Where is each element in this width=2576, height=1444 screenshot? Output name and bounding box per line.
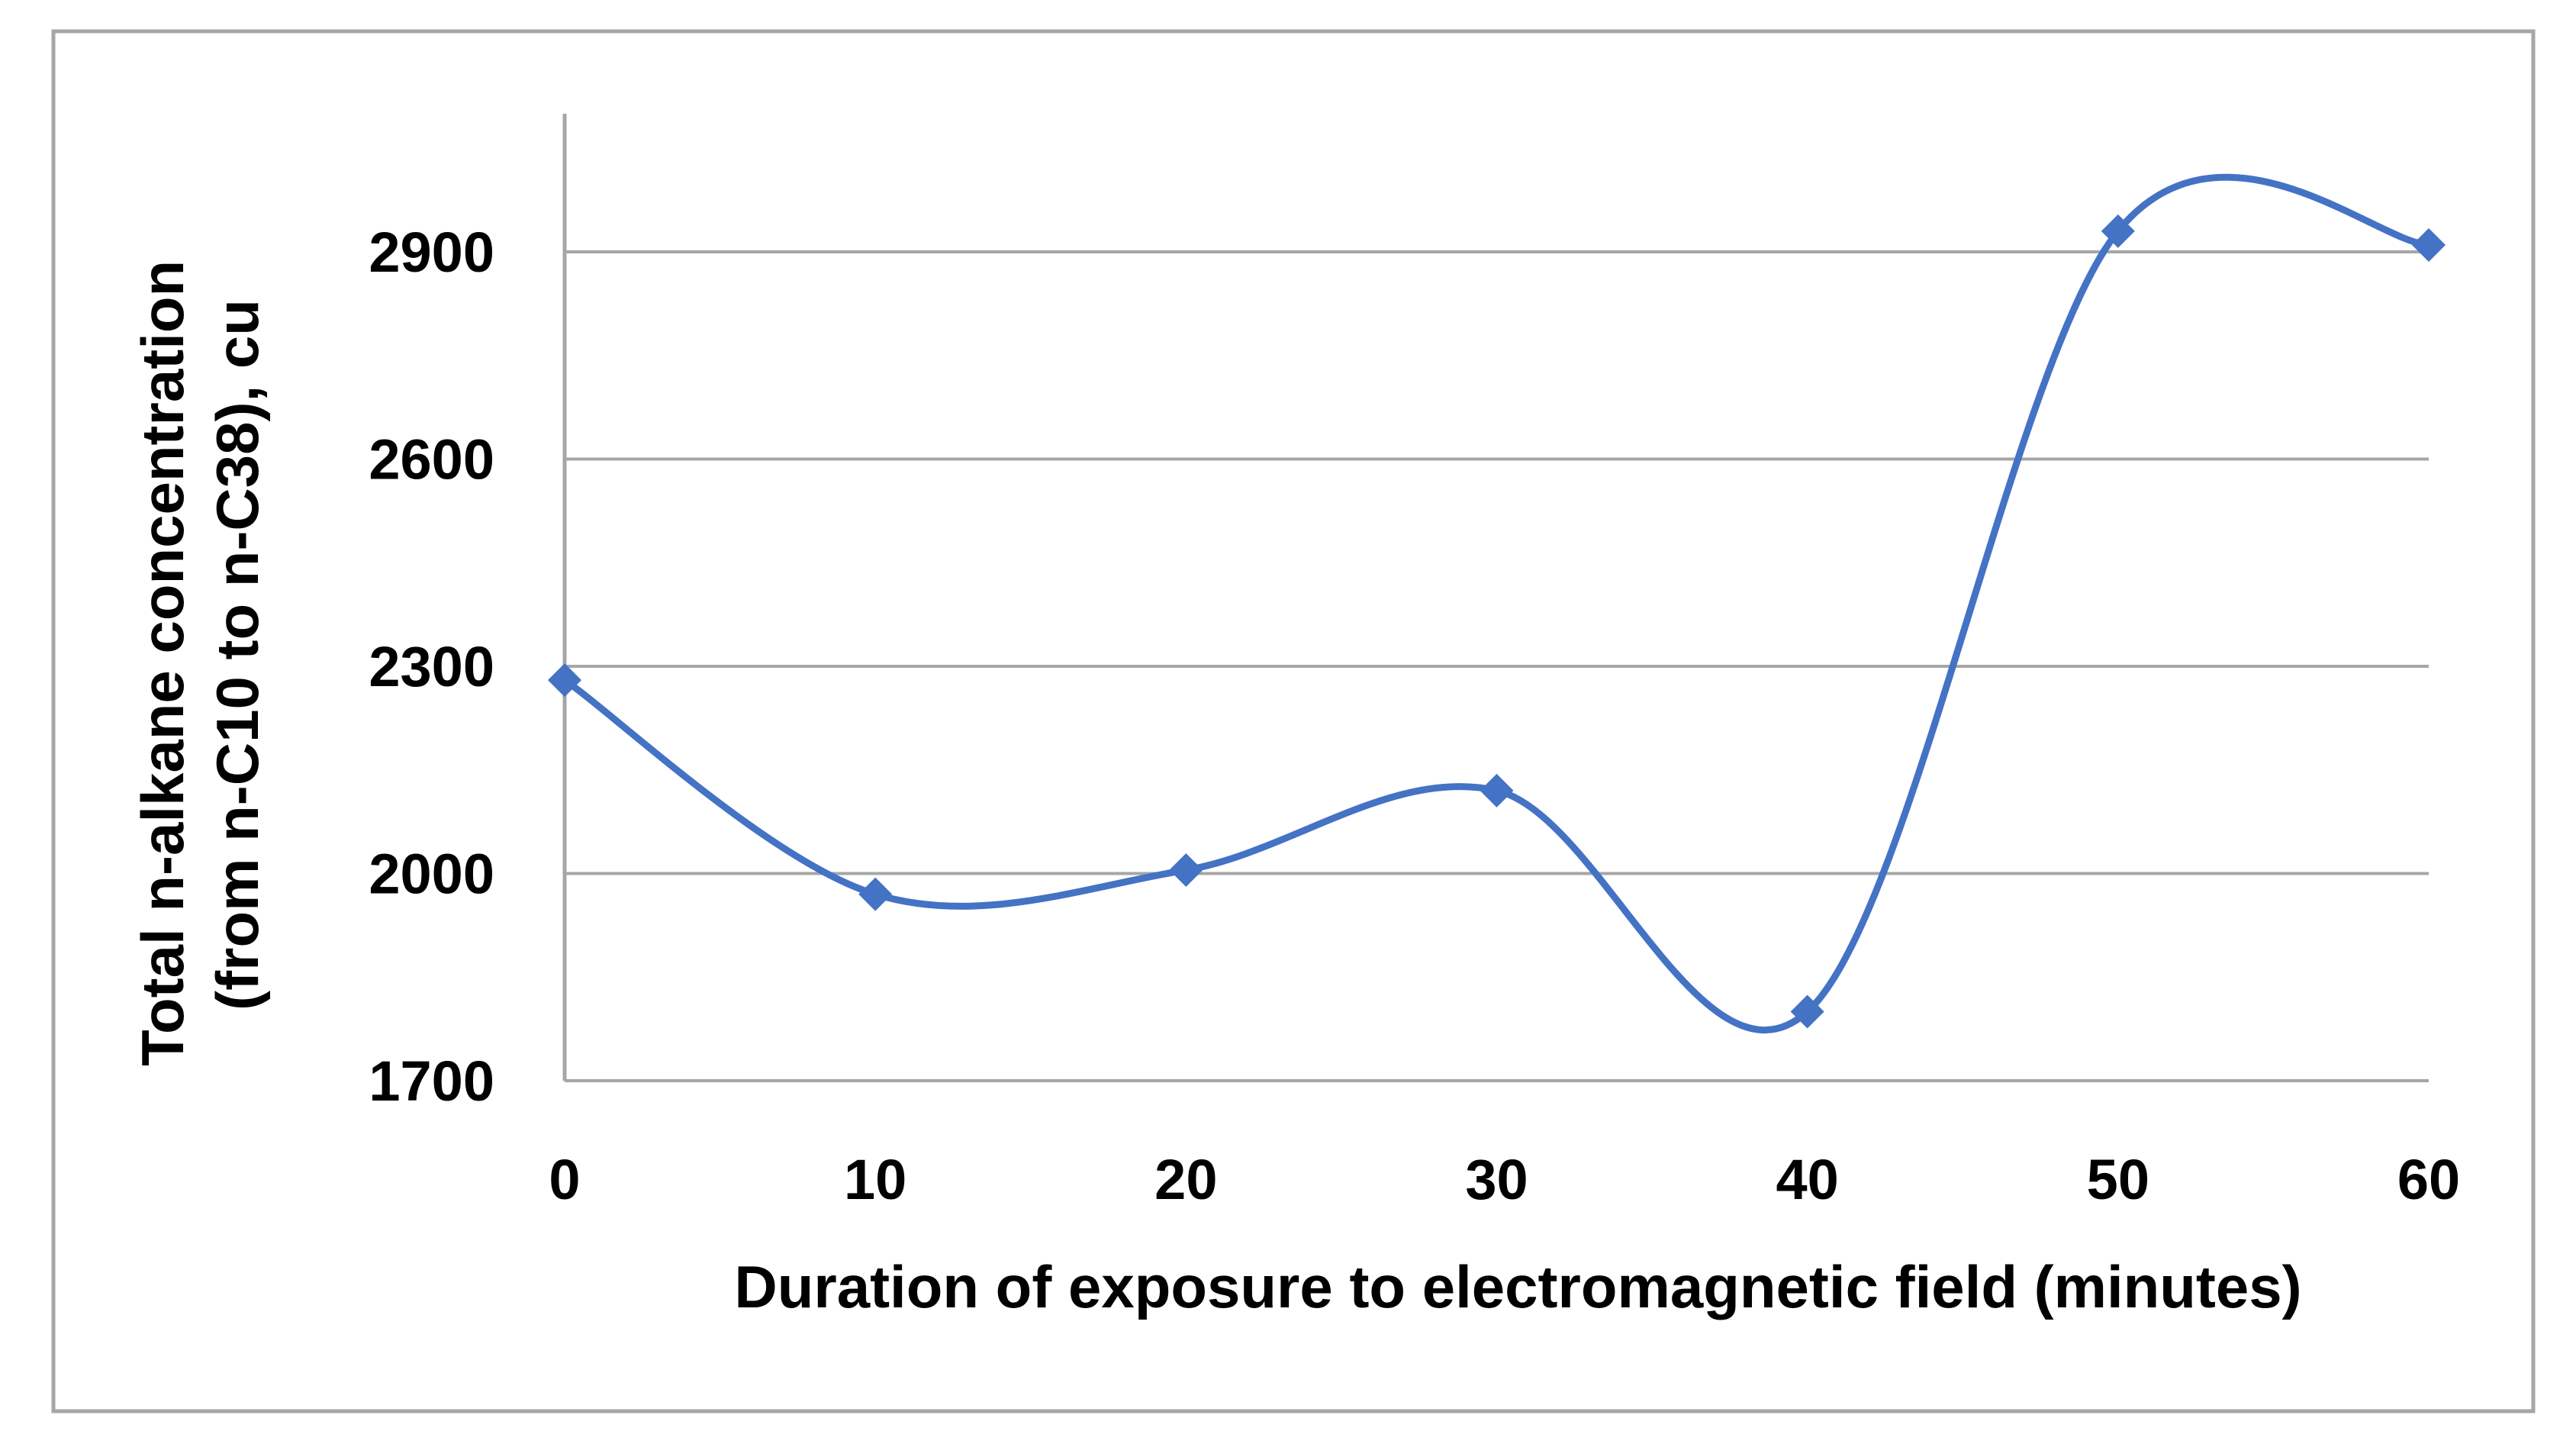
- x-tick-label: 20: [1154, 1148, 1217, 1211]
- y-tick-label: 2900: [369, 221, 494, 284]
- x-tick-label: 10: [844, 1148, 906, 1211]
- series-markers: [548, 214, 2446, 1029]
- y-tick-label: 1700: [369, 1049, 494, 1113]
- data-point-marker: [1790, 994, 1824, 1029]
- y-tick-label: 2600: [369, 428, 494, 492]
- x-tick-labels: 0 10 20 30 40 50 60: [549, 1148, 2460, 1211]
- x-tick-label: 0: [549, 1148, 580, 1211]
- data-point-marker: [1169, 853, 1203, 887]
- y-axis-title-line-1: Total n-alkane concentration: [129, 260, 196, 1066]
- gridlines: [565, 250, 2429, 1082]
- y-axis-title: Total n-alkane concentration (from n-C10…: [129, 243, 271, 1066]
- chart-border: [51, 29, 2536, 1413]
- x-tick-label: 50: [2087, 1148, 2149, 1211]
- x-axis-title: Duration of exposure to electromagnetic …: [734, 1253, 2301, 1320]
- data-point-marker: [1480, 773, 1514, 807]
- y-tick-label: 2300: [369, 635, 494, 698]
- y-tick-labels: 1700 2000 2300 2600 2900: [369, 221, 494, 1113]
- x-tick-label: 30: [1465, 1148, 1528, 1211]
- data-point-marker: [2412, 227, 2446, 262]
- x-tick-label: 40: [1776, 1148, 1839, 1211]
- y-axis-title-line-2: (from n-C10 to n-C38), cu: [204, 299, 271, 1010]
- y-tick-label: 2000: [369, 843, 494, 906]
- data-point-marker: [858, 877, 893, 911]
- data-point-marker: [2101, 214, 2135, 248]
- data-point-marker: [548, 663, 581, 698]
- x-tick-label: 60: [2397, 1148, 2460, 1211]
